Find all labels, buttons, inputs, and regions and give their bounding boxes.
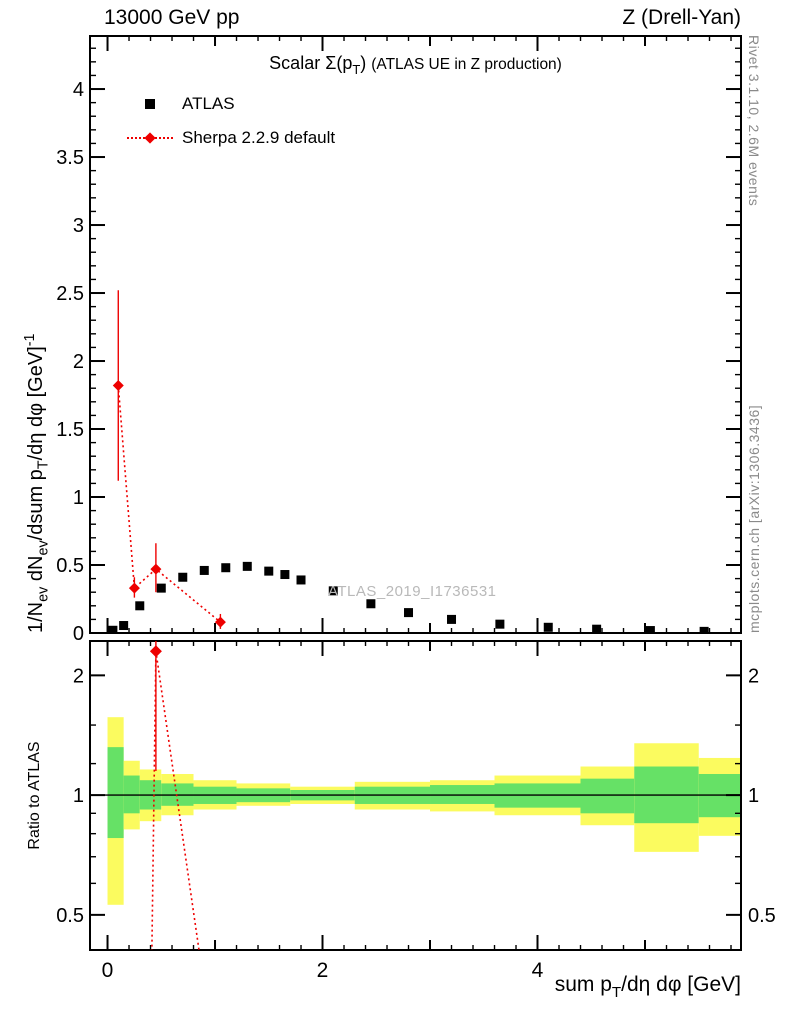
atlas-point xyxy=(264,566,274,576)
svg-text:1: 1 xyxy=(73,487,84,509)
plot-title: Scalar Σ(pT) (ATLAS UE in Z production) xyxy=(269,53,562,78)
atlas-square-marker-icon xyxy=(126,96,174,112)
svg-text:0: 0 xyxy=(73,623,84,645)
green-band-bin xyxy=(107,747,124,839)
atlas-point xyxy=(280,570,290,580)
legend-item-atlas: ATLAS xyxy=(126,91,335,116)
ratio-y-axis-label: Ratio to ATLAS xyxy=(26,741,43,850)
process-label: Z (Drell-Yan) xyxy=(622,6,741,29)
svg-text:0.5: 0.5 xyxy=(56,905,84,927)
svg-text:1: 1 xyxy=(748,785,759,807)
atlas-point xyxy=(119,621,129,631)
ratio-uncertainty-bands xyxy=(107,717,741,905)
axis-ticks xyxy=(90,36,741,950)
svg-text:4: 4 xyxy=(73,79,84,101)
svg-text:0: 0 xyxy=(102,959,114,982)
svg-text:4: 4 xyxy=(532,959,544,982)
svg-text:2: 2 xyxy=(748,665,759,687)
sherpa-diamond-marker-icon xyxy=(126,130,174,146)
analysis-watermark: ATLAS_2019_I1736531 xyxy=(328,583,497,600)
svg-text:0.5: 0.5 xyxy=(748,905,776,927)
sherpa-point xyxy=(214,616,226,628)
atlas-point xyxy=(404,608,414,618)
svg-text:0.5: 0.5 xyxy=(56,555,84,577)
green-band-bin xyxy=(580,778,635,814)
legend-label-atlas: ATLAS xyxy=(182,93,235,113)
sherpa-point xyxy=(112,379,124,391)
legend-label-sherpa: Sherpa 2.2.9 default xyxy=(182,127,336,147)
atlas-point xyxy=(296,575,306,585)
svg-text:2.5: 2.5 xyxy=(56,283,84,305)
atlas-point xyxy=(366,599,376,609)
beam-energy-label: 13000 GeV pp xyxy=(104,6,240,29)
legend: ATLAS Sherpa 2.2.9 default xyxy=(126,91,335,159)
main-y-axis-label: 1/Nev dNev/dsum pT/dη dφ [GeV]-1 xyxy=(22,333,52,633)
x-axis-label: sum pT/dη dφ [GeV] xyxy=(554,973,741,1002)
svg-text:1.5: 1.5 xyxy=(56,419,84,441)
atlas-point xyxy=(645,626,655,633)
sherpa-line xyxy=(117,385,221,623)
atlas-point xyxy=(221,563,231,573)
sherpa-point xyxy=(150,563,162,575)
svg-text:2: 2 xyxy=(73,665,84,687)
atlas-point xyxy=(156,583,166,593)
svg-text:3: 3 xyxy=(73,215,84,237)
rivet-version-note: Rivet 3.1.10, 2.6M events xyxy=(746,35,762,207)
svg-text:1: 1 xyxy=(73,785,84,807)
legend-item-sherpa: Sherpa 2.2.9 default xyxy=(126,125,335,150)
atlas-point xyxy=(178,572,188,582)
sherpa-point xyxy=(128,582,140,594)
atlas-point xyxy=(495,619,505,629)
atlas-point xyxy=(242,561,252,571)
svg-text:3.5: 3.5 xyxy=(56,147,84,169)
atlas-point xyxy=(328,586,338,596)
atlas-point xyxy=(108,625,118,633)
atlas-point xyxy=(592,624,602,633)
axis-tick-labels: 0 0.5 1 1.5 2 2.5 3 3.5 4 0.5 0.5 1 1 2 2 0 2 4 xyxy=(56,79,776,982)
svg-text:2: 2 xyxy=(317,959,329,982)
mcplots-reference-note: mcplots.cern.ch [arXiv:1306.3436] xyxy=(746,404,762,633)
atlas-point xyxy=(543,622,553,632)
ratio-sherpa-curve xyxy=(149,641,200,950)
svg-text:2: 2 xyxy=(73,351,84,373)
atlas-point xyxy=(135,601,145,611)
atlas-point xyxy=(447,614,457,624)
atlas-point xyxy=(199,565,209,575)
main-panel-data xyxy=(108,290,709,633)
atlas-point xyxy=(699,626,709,633)
